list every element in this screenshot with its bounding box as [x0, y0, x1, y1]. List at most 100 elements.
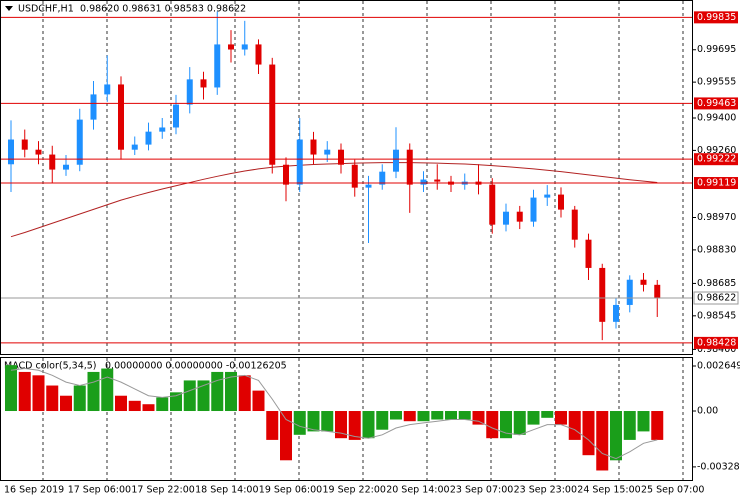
macd-bar	[293, 411, 306, 435]
candle-body	[585, 239, 592, 268]
x-tick-label: 17 Sep 22:00	[131, 485, 194, 496]
candle-body	[599, 267, 606, 322]
y-tick-label: 0.002649	[697, 361, 740, 372]
candle-body	[118, 84, 124, 150]
macd-bar	[156, 397, 169, 412]
x-tick-label: 19 Sep 06:00	[259, 485, 322, 496]
macd-bar	[527, 411, 540, 425]
macd-bar	[170, 392, 182, 412]
macd-bar	[73, 385, 86, 412]
level-label: 0.99119	[697, 178, 736, 189]
macd-bar	[183, 380, 196, 412]
x-tick-label: 24 Sep 15:00	[577, 485, 640, 496]
macd-bar	[197, 380, 210, 412]
macd-title: MACD color(5,34,5)	[4, 361, 97, 372]
macd-bar	[46, 385, 59, 412]
macd-bar	[417, 411, 430, 422]
macd-bar	[128, 400, 141, 412]
candle-body	[516, 211, 523, 222]
symbol: USDCHF,H1	[18, 4, 74, 15]
macd-bar	[225, 371, 237, 412]
level-label-box	[694, 177, 738, 190]
candle-body	[200, 79, 207, 88]
y-tick-label: 0.98685	[697, 278, 736, 289]
y-tick-label: 0.98830	[697, 244, 736, 255]
y-tick-label: 0.98970	[697, 212, 736, 223]
candle-body	[503, 211, 509, 225]
macd-bar	[376, 411, 389, 430]
y-tick-label: 0.00	[697, 406, 718, 417]
level-label: 0.99222	[697, 154, 736, 165]
macd-bar	[348, 411, 361, 440]
candle-body	[49, 154, 56, 170]
current-price-label: 0.98622	[697, 293, 736, 304]
candle-body	[365, 184, 372, 188]
x-tick-label: 23 Sep 23:00	[514, 485, 577, 496]
level-label-box	[694, 336, 738, 349]
level-label: 0.99835	[697, 12, 736, 23]
level-label: 0.99463	[697, 98, 736, 109]
candle-body	[35, 149, 42, 155]
macd-bar	[596, 411, 609, 471]
macd-bar	[211, 371, 224, 412]
macd-bar	[500, 411, 512, 439]
candle-body	[186, 79, 193, 105]
candle-body	[90, 94, 97, 120]
macd-bar	[623, 411, 636, 440]
macd-bar	[362, 411, 375, 439]
candle-body	[406, 149, 413, 185]
candle-body	[640, 279, 647, 285]
level-label: 0.98428	[697, 337, 736, 348]
x-tick-label: 20 Sep 14:00	[386, 485, 449, 496]
macd-bar	[18, 371, 31, 412]
macd-bar	[266, 411, 279, 440]
macd-bar	[541, 411, 554, 418]
main-panel	[0, 0, 693, 355]
x-tick-label: 17 Sep 06:00	[68, 485, 131, 496]
x-tick-label: 18 Sep 14:00	[195, 485, 258, 496]
quote: 0.98620 0.98631 0.98583 0.98622	[80, 4, 246, 15]
macd-bar	[307, 411, 320, 432]
level-label-box	[694, 97, 738, 110]
macd-bar	[335, 411, 347, 439]
candle-body	[338, 149, 344, 165]
macd-bar	[431, 411, 444, 420]
candle-body	[379, 171, 386, 185]
candle-body	[434, 179, 441, 182]
candle-body	[159, 127, 166, 132]
candle-body	[8, 139, 14, 165]
candle-body	[173, 104, 179, 128]
candle-body	[324, 149, 331, 155]
y-tick-label: -0.003289	[697, 461, 740, 472]
candle-body	[145, 131, 152, 145]
macd-bar	[472, 411, 485, 425]
candle-body	[241, 44, 248, 50]
macd-readout: 0.00000000 0.00000000 -0.00126205	[105, 361, 287, 372]
macd-bar	[610, 411, 622, 461]
y-tick-label: 0.99260	[697, 145, 736, 156]
macd-bar	[390, 411, 402, 420]
macd-bar	[445, 411, 457, 420]
x-tick-label: 23 Sep 07:00	[450, 485, 513, 496]
macd-bar	[458, 411, 471, 420]
x-tick-label: 25 Sep 07:00	[641, 485, 704, 496]
macd-bar	[60, 395, 72, 412]
macd-bar	[87, 371, 100, 412]
candle-body	[131, 144, 138, 150]
candle-body	[393, 149, 399, 172]
candle-body	[310, 139, 317, 155]
collapse-icon[interactable]	[5, 6, 13, 11]
y-tick-label: 0.99695	[697, 44, 736, 55]
candle-body	[613, 304, 619, 322]
level-label-box	[694, 153, 738, 166]
y-tick-label: 0.99555	[697, 77, 736, 88]
macd-bar	[403, 411, 416, 422]
macd-bar	[5, 365, 17, 412]
macd-bar	[486, 411, 499, 439]
macd-bar	[115, 395, 127, 412]
candle-body	[255, 44, 262, 65]
candle-body	[104, 84, 111, 95]
x-tick-label: 19 Sep 22:00	[323, 485, 386, 496]
candle-body	[351, 164, 358, 188]
current-price-box	[693, 291, 739, 305]
